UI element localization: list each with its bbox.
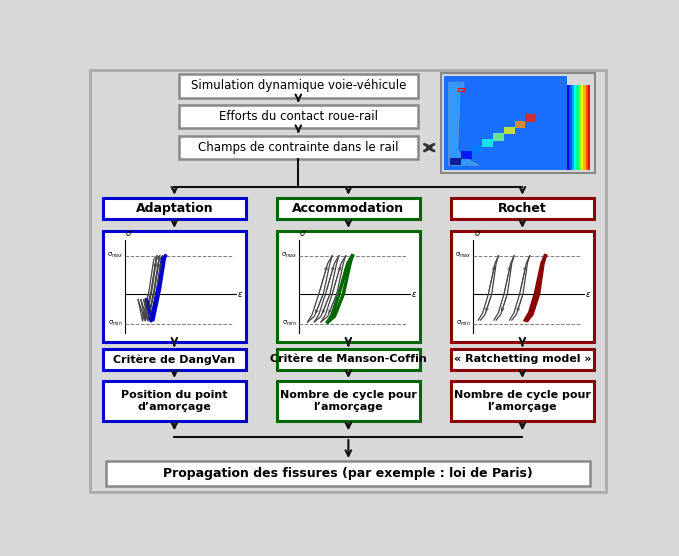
Bar [458,87,464,91]
Text: Champs de contrainte dans le rail: Champs de contrainte dans le rail [198,141,399,154]
Text: Simulation dynamique voie-véhicule: Simulation dynamique voie-véhicule [191,80,406,92]
Text: Accommodation: Accommodation [293,202,405,215]
Bar [451,381,593,421]
Bar [526,115,536,122]
Text: σ$_{min}$: σ$_{min}$ [282,319,297,329]
Bar [567,85,570,170]
Bar [277,381,420,421]
Bar [179,75,418,97]
Bar [585,85,588,170]
Text: σ$_{max}$: σ$_{max}$ [280,251,297,260]
Text: Adaptation: Adaptation [136,202,213,215]
Bar [441,73,595,173]
Bar [461,151,472,159]
Text: Efforts du contact roue-rail: Efforts du contact roue-rail [219,110,378,123]
Text: Rochet: Rochet [498,202,547,215]
Bar [277,349,420,370]
Bar [451,231,593,342]
Bar [103,231,246,342]
Text: Critère de Manson-Coffin: Critère de Manson-Coffin [270,354,426,364]
Bar [588,85,590,170]
Bar [451,349,593,370]
Text: ε: ε [412,290,416,299]
Text: σ: σ [300,230,306,239]
Bar [472,145,482,153]
Bar [179,105,418,128]
Bar [576,85,579,170]
Bar [581,85,583,170]
Bar [277,231,420,342]
Text: « Ratchetting model »: « Ratchetting model » [454,354,591,364]
Bar [444,76,567,170]
Bar [574,85,576,170]
Text: ε: ε [586,290,591,299]
Bar [583,85,585,170]
Text: σ: σ [126,230,132,239]
Polygon shape [448,82,479,165]
Bar [103,349,246,370]
Text: σ$_{max}$: σ$_{max}$ [455,251,471,260]
Text: Nombre de cycle pour
l’amorçage: Nombre de cycle pour l’amorçage [454,390,591,411]
Text: σ$_{min}$: σ$_{min}$ [456,319,471,329]
Bar [515,121,526,128]
Bar [482,139,493,147]
Text: σ$_{min}$: σ$_{min}$ [109,319,123,329]
Bar [504,127,515,135]
Bar [450,157,461,165]
Bar [451,197,593,219]
Text: Position du point
d’amorçage: Position du point d’amorçage [121,390,227,411]
Bar [579,85,581,170]
Bar [277,197,420,219]
Text: Nombre de cycle pour
l’amorçage: Nombre de cycle pour l’amorçage [280,390,417,411]
Text: σ: σ [474,230,479,239]
Text: ε: ε [238,290,242,299]
Text: σ$_{max}$: σ$_{max}$ [107,251,123,260]
Bar [572,85,574,170]
Text: Propagation des fissures (par exemple : loi de Paris): Propagation des fissures (par exemple : … [163,467,533,480]
Bar [570,85,572,170]
Bar [493,133,504,141]
Text: Critère de DangVan: Critère de DangVan [113,354,236,365]
Bar [103,197,246,219]
Bar [103,381,246,421]
Bar [106,461,590,485]
Bar [179,136,418,159]
